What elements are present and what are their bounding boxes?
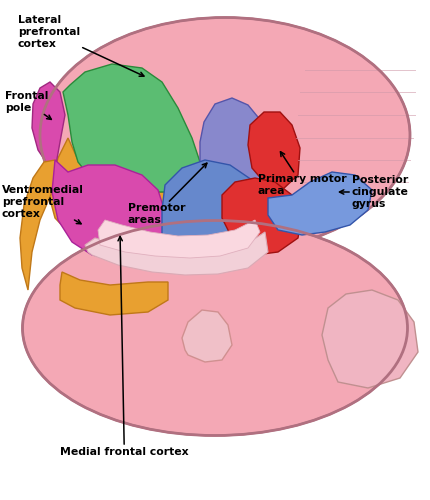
Text: Medial frontal cortex: Medial frontal cortex	[60, 236, 189, 457]
Polygon shape	[85, 232, 268, 275]
Polygon shape	[98, 220, 260, 258]
Polygon shape	[222, 178, 302, 255]
Polygon shape	[322, 290, 418, 388]
Polygon shape	[52, 160, 165, 260]
Polygon shape	[248, 112, 300, 190]
Ellipse shape	[40, 18, 410, 252]
Text: Premotor
areas: Premotor areas	[128, 163, 207, 225]
Text: Posterior
cingulate
gyrus: Posterior cingulate gyrus	[340, 176, 409, 208]
Polygon shape	[268, 172, 372, 235]
Text: Primary motor
area: Primary motor area	[258, 152, 347, 196]
Polygon shape	[198, 98, 272, 195]
Polygon shape	[20, 160, 60, 290]
Polygon shape	[32, 82, 65, 170]
Polygon shape	[162, 160, 270, 255]
Ellipse shape	[22, 220, 408, 436]
Polygon shape	[48, 138, 198, 250]
Polygon shape	[182, 310, 232, 362]
Text: Ventromedial
prefrontal
cortex: Ventromedial prefrontal cortex	[2, 186, 84, 224]
Text: Frontal
pole: Frontal pole	[5, 91, 51, 120]
Polygon shape	[63, 64, 200, 192]
Text: Lateral
prefrontal
cortex: Lateral prefrontal cortex	[18, 16, 144, 76]
Polygon shape	[60, 272, 168, 315]
